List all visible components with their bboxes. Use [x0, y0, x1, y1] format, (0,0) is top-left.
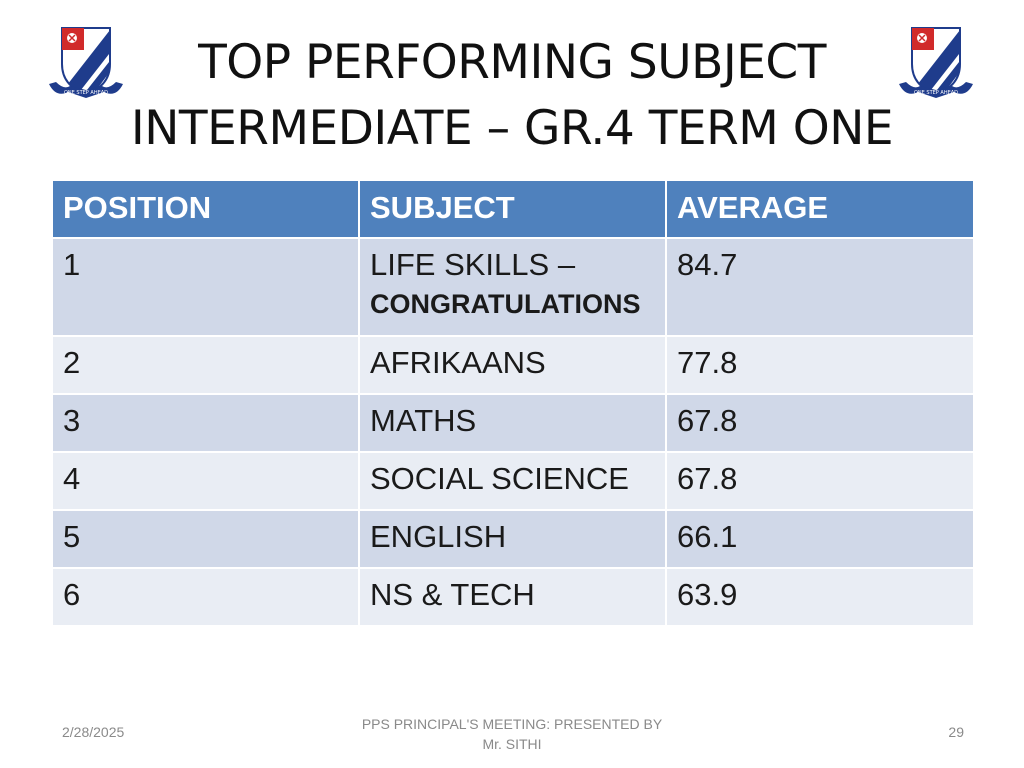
footer-presenter: PPS PRINCIPAL'S MEETING: PRESENTED BY Mr…: [352, 714, 672, 754]
table-header-row: POSITION SUBJECT AVERAGE: [51, 179, 975, 239]
average-cell: 63.9: [665, 567, 975, 627]
footer-center-line-1: PPS PRINCIPAL'S MEETING: PRESENTED BY: [361, 716, 663, 732]
subject-cell: ENGLISH: [358, 509, 667, 569]
slide-page-number: 29: [948, 724, 964, 740]
subject-cell: AFRIKAANS: [358, 335, 667, 395]
subject-text: LIFE SKILLS –: [370, 247, 576, 282]
average-cell: 67.8: [665, 451, 975, 511]
subject-cell: MATHS: [358, 393, 667, 453]
table-row: 2 AFRIKAANS 77.8: [51, 335, 975, 395]
school-crest-left-icon: ONE STEP AHEAD: [49, 27, 123, 98]
school-crest-right-icon: ONE STEP AHEAD: [899, 27, 973, 98]
svg-text:ONE STEP AHEAD: ONE STEP AHEAD: [64, 90, 108, 96]
position-cell: 6: [51, 567, 360, 627]
position-cell: 4: [51, 451, 360, 511]
table-row: 5 ENGLISH 66.1: [51, 509, 975, 569]
position-cell: 1: [51, 237, 360, 337]
svg-text:ONE STEP AHEAD: ONE STEP AHEAD: [914, 90, 958, 96]
title-line-2: INTERMEDIATE – GR.4 TERM ONE: [130, 101, 894, 156]
results-table: POSITION SUBJECT AVERAGE 1 LIFE SKILLS –…: [51, 179, 975, 627]
position-cell: 2: [51, 335, 360, 395]
table-row: 6 NS & TECH 63.9: [51, 567, 975, 627]
table-row: 4 SOCIAL SCIENCE 67.8: [51, 451, 975, 511]
subject-cell: LIFE SKILLS – CONGRATULATIONS: [358, 237, 667, 337]
slide-title: TOP PERFORMING SUBJECT INTERMEDIATE – GR…: [100, 30, 924, 162]
header-position: POSITION: [51, 179, 360, 239]
table-row: 1 LIFE SKILLS – CONGRATULATIONS 84.7: [51, 237, 975, 337]
position-cell: 5: [51, 509, 360, 569]
average-cell: 66.1: [665, 509, 975, 569]
subject-cell: NS & TECH: [358, 567, 667, 627]
table-row: 3 MATHS 67.8: [51, 393, 975, 453]
average-cell: 67.8: [665, 393, 975, 453]
title-line-1: TOP PERFORMING SUBJECT: [198, 35, 826, 90]
footer-date: 2/28/2025: [62, 724, 125, 740]
header-average: AVERAGE: [665, 179, 975, 239]
congratulations-note: CONGRATULATIONS: [370, 289, 641, 319]
header-subject: SUBJECT: [358, 179, 667, 239]
footer-center-line-2: Mr. SITHI: [482, 736, 542, 752]
average-cell: 77.8: [665, 335, 975, 395]
subject-cell: SOCIAL SCIENCE: [358, 451, 667, 511]
position-cell: 3: [51, 393, 360, 453]
average-cell: 84.7: [665, 237, 975, 337]
